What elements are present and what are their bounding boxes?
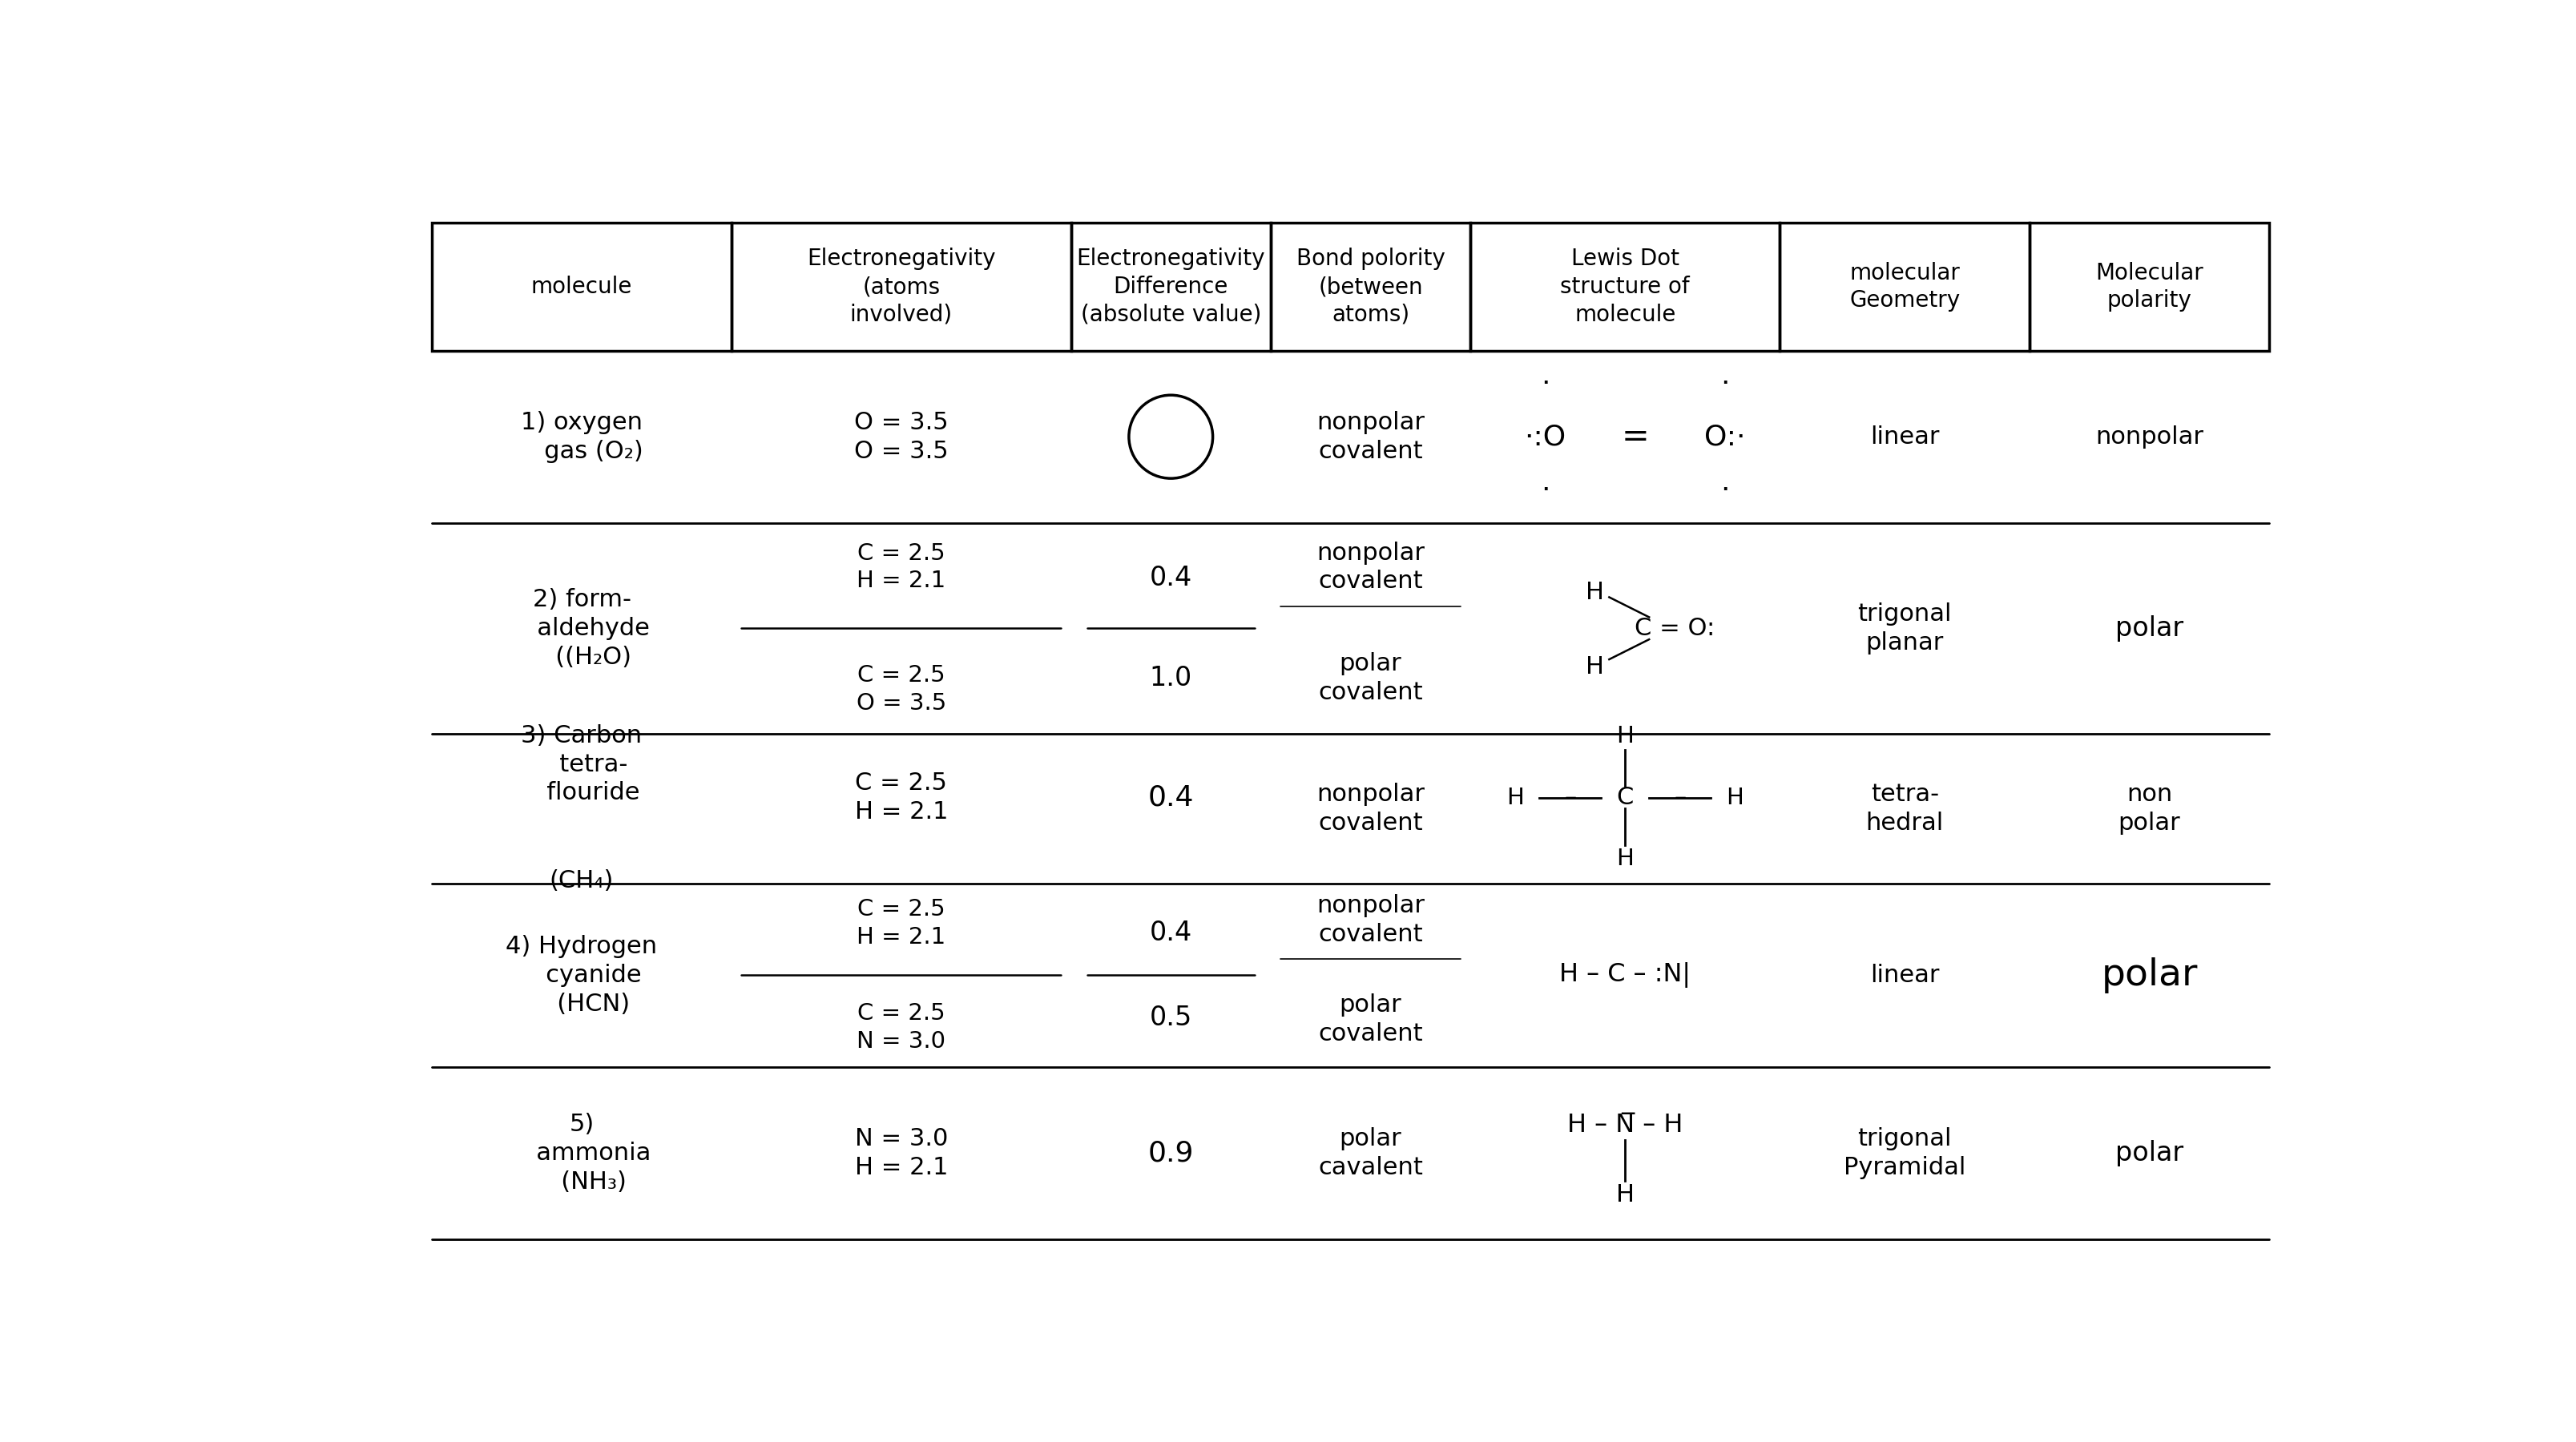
Text: polar: polar [2115, 1139, 2182, 1167]
Bar [1072, 224, 1270, 350]
Text: ·: · [1540, 476, 1548, 503]
Text: 0.4: 0.4 [1149, 565, 1193, 591]
Text: H: H [1507, 786, 1522, 809]
Text: ·:O: ·:O [1525, 423, 1566, 450]
Text: nonpolar
covalent: nonpolar covalent [1316, 541, 1425, 593]
Text: C = 2.5
H = 2.1: C = 2.5 H = 2.1 [855, 898, 945, 949]
Text: ·: · [1721, 476, 1728, 503]
Text: nonpolar
covalent: nonpolar covalent [1316, 894, 1425, 946]
Text: –: – [1674, 786, 1685, 809]
Text: –: – [1564, 786, 1577, 809]
Text: Electronegativity
Difference
(absolute value): Electronegativity Difference (absolute v… [1077, 248, 1265, 326]
Text: 0.4: 0.4 [1149, 920, 1193, 946]
Text: H – N̅ – H: H – N̅ – H [1566, 1113, 1682, 1138]
Text: 5)
   ammonia
   (NH₃): 5) ammonia (NH₃) [513, 1113, 652, 1194]
Text: Lewis Dot
structure of
molecule: Lewis Dot structure of molecule [1561, 248, 1690, 326]
Text: ·: · [1540, 369, 1548, 397]
Text: molecule: molecule [531, 275, 631, 298]
Text: =: = [1620, 420, 1649, 454]
Bar [433, 224, 732, 350]
Text: H: H [1584, 656, 1605, 679]
Bar [2030, 224, 2269, 350]
Bar [1780, 224, 2030, 350]
Text: nonpolar
covalent: nonpolar covalent [1316, 411, 1425, 463]
Text: linear: linear [1870, 425, 1940, 448]
Text: polar
cavalent: polar cavalent [1319, 1126, 1422, 1180]
Text: H – C – :N|: H – C – :N| [1558, 962, 1690, 988]
Text: Bond polority
(between
atoms): Bond polority (between atoms) [1296, 248, 1445, 326]
Text: 0.4: 0.4 [1146, 784, 1193, 812]
Text: ·: · [1721, 369, 1728, 397]
Text: H: H [1726, 786, 1744, 809]
Text: C = O:: C = O: [1633, 617, 1716, 640]
Text: polar: polar [2099, 957, 2197, 994]
Text: 1.0: 1.0 [1149, 665, 1193, 692]
Text: 3) Carbon
   tetra-
   flouride: 3) Carbon tetra- flouride [520, 724, 641, 805]
Text: trigonal
Pyramidal: trigonal Pyramidal [1842, 1126, 1965, 1180]
Text: polar
covalent: polar covalent [1319, 994, 1422, 1045]
Text: C = 2.5
H = 2.1: C = 2.5 H = 2.1 [855, 771, 948, 823]
Text: H: H [1615, 848, 1633, 870]
Text: molecular
Geometry: molecular Geometry [1850, 262, 1960, 311]
Text: 2) form-
   aldehyde
   ((H₂O): 2) form- aldehyde ((H₂O) [513, 588, 649, 669]
Text: tetra-
hedral: tetra- hedral [1865, 783, 1942, 835]
Text: H: H [1615, 725, 1633, 748]
Text: N = 3.0
H = 2.1: N = 3.0 H = 2.1 [855, 1126, 948, 1180]
Text: 4) Hydrogen
   cyanide
   (HCN): 4) Hydrogen cyanide (HCN) [505, 934, 657, 1015]
Text: trigonal
planar: trigonal planar [1857, 603, 1950, 655]
Text: linear: linear [1870, 963, 1940, 986]
Text: C = 2.5
O = 3.5: C = 2.5 O = 3.5 [855, 665, 945, 714]
Text: Molecular
polarity: Molecular polarity [2094, 262, 2202, 311]
Text: 0.5: 0.5 [1149, 1004, 1193, 1031]
Text: C: C [1615, 786, 1633, 809]
Bar [1471, 224, 1780, 350]
Text: C = 2.5
N = 3.0: C = 2.5 N = 3.0 [855, 1002, 945, 1053]
Text: C = 2.5
H = 2.1: C = 2.5 H = 2.1 [855, 542, 945, 593]
Text: non
polar: non polar [2117, 783, 2179, 835]
Text: H: H [1584, 581, 1605, 604]
Text: polar: polar [2115, 616, 2182, 642]
Bar [1270, 224, 1471, 350]
Text: H: H [1615, 1184, 1633, 1207]
Text: 1) oxygen
   gas (O₂): 1) oxygen gas (O₂) [520, 411, 641, 463]
Text: (CH₄): (CH₄) [549, 870, 613, 893]
Text: nonpolar
covalent: nonpolar covalent [1316, 783, 1425, 835]
Text: Electronegativity
(atoms
involved): Electronegativity (atoms involved) [806, 248, 994, 326]
Bar [732, 224, 1072, 350]
Text: O:·: O:· [1703, 423, 1744, 450]
Text: polar
covalent: polar covalent [1319, 652, 1422, 704]
Text: 0.9: 0.9 [1146, 1139, 1193, 1167]
Text: nonpolar: nonpolar [2094, 425, 2202, 448]
Text: O = 3.5
O = 3.5: O = 3.5 O = 3.5 [853, 411, 948, 463]
